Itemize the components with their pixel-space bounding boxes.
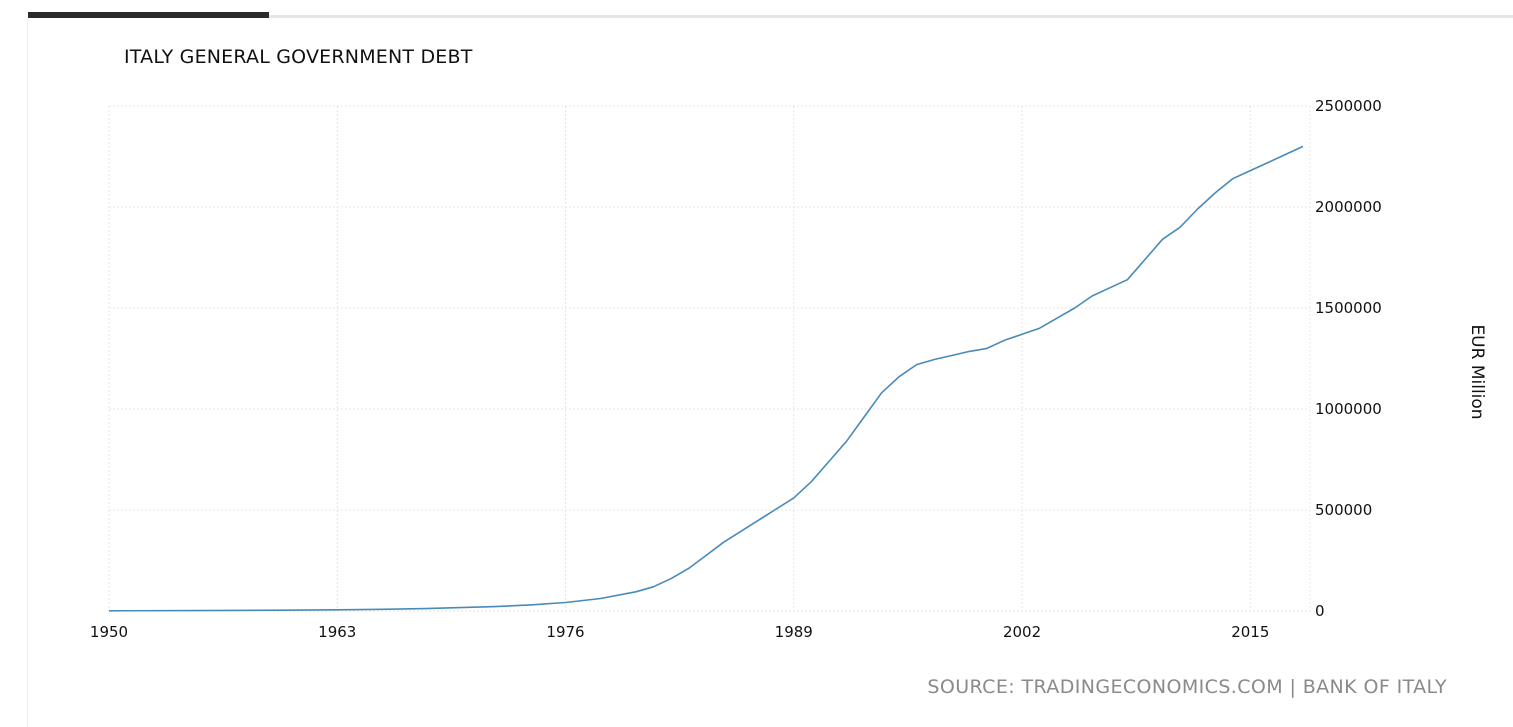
y-tick-label: 500000 — [1315, 501, 1372, 519]
y-tick-label: 2500000 — [1315, 97, 1382, 115]
x-tick-label: 1976 — [546, 623, 584, 641]
chart-series — [108, 145, 1304, 612]
y-tick-label: 0 — [1315, 602, 1325, 620]
x-tick-label: 1950 — [90, 623, 128, 641]
x-tick-label: 1989 — [775, 623, 813, 641]
y-tick-label: 1000000 — [1315, 400, 1382, 418]
series-line — [108, 145, 1304, 612]
top-rule — [28, 15, 1513, 18]
chart-grid — [108, 105, 1311, 612]
chart-title: ITALY GENERAL GOVERNMENT DEBT — [124, 46, 473, 68]
page-left-border — [27, 18, 28, 727]
y-axis-label: EUR Million — [1467, 324, 1487, 419]
x-tick-label: 2002 — [1003, 623, 1041, 641]
active-tab-indicator — [28, 12, 269, 18]
x-axis-ticks: 1950 1963 1976 1989 2002 2015 — [90, 623, 1269, 641]
x-tick-label: 1963 — [318, 623, 356, 641]
y-tick-label: 1500000 — [1315, 299, 1382, 317]
x-tick-label: 2015 — [1231, 623, 1269, 641]
y-axis-ticks: 0 500000 1000000 1500000 2000000 2500000 — [1315, 97, 1382, 620]
source-attribution: SOURCE: TRADINGECONOMICS.COM | BANK OF I… — [927, 676, 1447, 698]
y-tick-label: 2000000 — [1315, 198, 1382, 216]
